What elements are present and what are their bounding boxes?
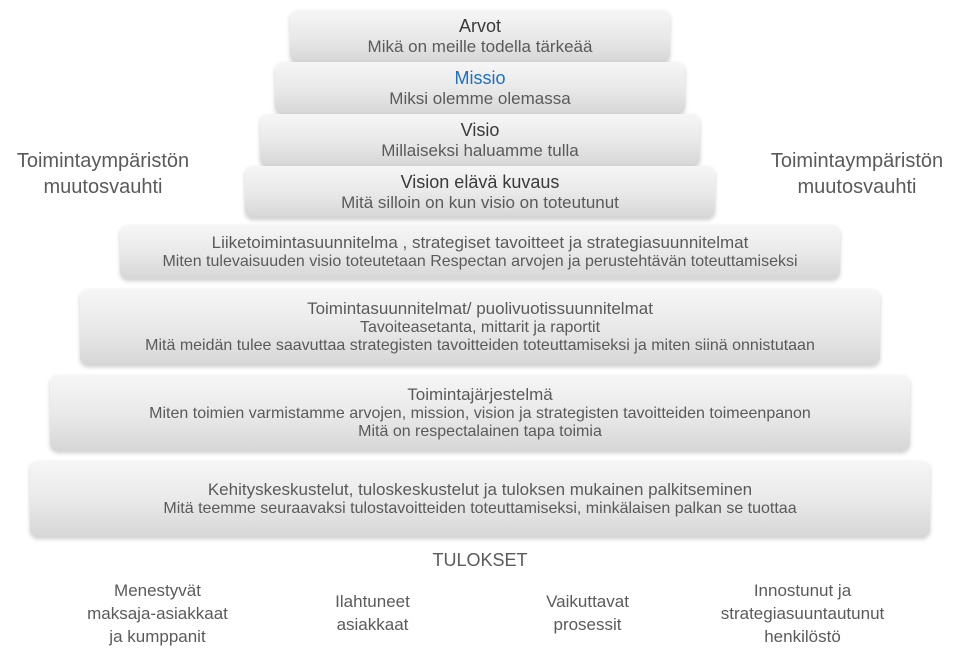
tier-kuvaus: Vision elävä kuvausMitä silloin on kun v… — [245, 166, 715, 218]
result-0-l3: ja kumppanit — [109, 627, 205, 646]
tier-kehitys-line0: Kehityskeskustelut, tuloskeskustelut ja … — [40, 480, 920, 500]
tier-kehitys: Kehityskeskustelut, tuloskeskustelut ja … — [30, 461, 930, 537]
tier-visio-line0: Visio — [270, 120, 690, 141]
tier-toiminta-line1: Tavoiteasetanta, mittarit ja raportit — [90, 319, 870, 337]
tier-toiminta-line0: Toimintasuunnitelmat/ puolivuotissuunnit… — [90, 299, 870, 319]
side-right-line2: muutosvauhti — [798, 176, 917, 198]
tier-liike-line1: Miten tulevaisuuden visio toteutetaan Re… — [130, 253, 830, 271]
result-item-0: Menestyvät maksaja-asiakkaat ja kumppani… — [50, 580, 265, 649]
side-left-line1: Toimintaympäristön — [17, 150, 189, 172]
tier-kehitys-line1: Mitä teemme seuraavaksi tulostavoitteide… — [40, 500, 920, 518]
result-item-2: Vaikuttavat prosessit — [480, 591, 695, 637]
result-0-l1: Menestyvät — [114, 581, 201, 600]
side-right-line1: Toimintaympäristön — [771, 150, 943, 172]
tier-arvot-line1: Mikä on meille todella tärkeää — [300, 37, 660, 57]
tier-kuvaus-line0: Vision elävä kuvaus — [255, 172, 705, 193]
result-2-l1: Vaikuttavat — [546, 592, 629, 611]
tulokset-heading: TULOKSET — [432, 550, 527, 571]
tier-arvot-line0: Arvot — [300, 16, 660, 37]
side-label-right: Toimintaympäristön muutosvauhti — [762, 148, 952, 200]
result-3-l3: henkilöstö — [764, 627, 841, 646]
tier-jarj: ToimintajärjestelmäMiten toimien varmist… — [50, 375, 910, 451]
tier-kuvaus-line1: Mitä silloin on kun visio on toteutunut — [255, 193, 705, 213]
results-row: Menestyvät maksaja-asiakkaat ja kumppani… — [50, 580, 910, 649]
tier-liike-line0: Liiketoimintasuunnitelma , strategiset t… — [130, 233, 830, 253]
tier-liike: Liiketoimintasuunnitelma , strategiset t… — [120, 225, 840, 279]
side-label-left: Toimintaympäristön muutosvauhti — [8, 148, 198, 200]
tier-jarj-line1: Miten toimien varmistamme arvojen, missi… — [60, 405, 900, 423]
tier-toiminta: Toimintasuunnitelmat/ puolivuotissuunnit… — [80, 289, 880, 365]
result-2-l2: prosessit — [553, 615, 621, 634]
result-0-l2: maksaja-asiakkaat — [87, 604, 228, 623]
side-left-line2: muutosvauhti — [44, 176, 163, 198]
tier-visio: VisioMillaiseksi haluamme tulla — [260, 114, 700, 166]
result-item-1: Ilahtuneet asiakkaat — [265, 591, 480, 637]
tier-toiminta-line2: Mitä meidän tulee saavuttaa strategisten… — [90, 337, 870, 355]
result-item-3: Innostunut ja strategiasuuntautunut henk… — [695, 580, 910, 649]
result-1-l1: Ilahtuneet — [335, 592, 410, 611]
tier-missio-line0: Missio — [285, 68, 675, 89]
result-3-l2: strategiasuuntautunut — [721, 604, 885, 623]
tier-arvot: ArvotMikä on meille todella tärkeää — [290, 10, 670, 62]
tier-missio: MissioMiksi olemme olemassa — [275, 62, 685, 114]
result-3-l1: Innostunut ja — [754, 581, 851, 600]
tier-visio-line1: Millaiseksi haluamme tulla — [270, 141, 690, 161]
tier-jarj-line0: Toimintajärjestelmä — [60, 385, 900, 405]
tier-missio-line1: Miksi olemme olemassa — [285, 89, 675, 109]
tier-jarj-line2: Mitä on respectalainen tapa toimia — [60, 423, 900, 441]
result-1-l2: asiakkaat — [337, 615, 409, 634]
strategy-pyramid: Toimintaympäristön muutosvauhti Toiminta… — [0, 0, 960, 664]
